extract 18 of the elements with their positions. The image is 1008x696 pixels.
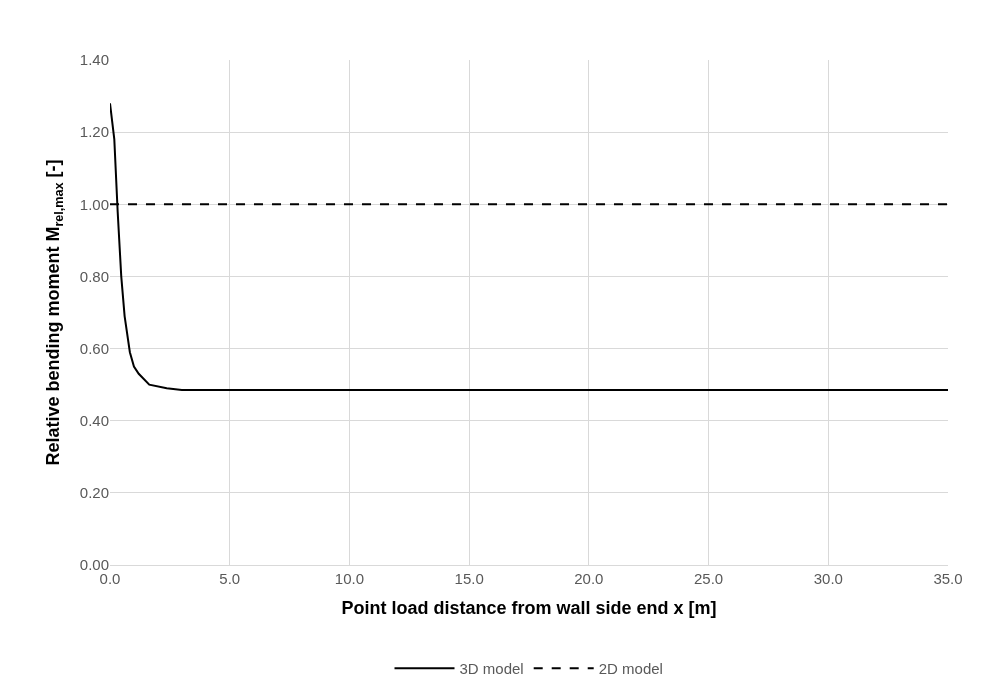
y-tick-label: 1.00 bbox=[79, 195, 109, 213]
x-axis-title: Point load distance from wall side end x [m] bbox=[341, 598, 717, 619]
x-tick-label: 30.0 bbox=[813, 570, 843, 587]
legend-label: 2D model bbox=[598, 660, 663, 678]
line-series bbox=[110, 102, 948, 392]
y-tick-label: 1.40 bbox=[79, 51, 109, 69]
x-tick-label: 5.0 bbox=[219, 570, 241, 587]
x-tick-label: 25.0 bbox=[693, 570, 724, 587]
x-tick-label: 20.0 bbox=[574, 570, 604, 587]
y-tick-label: 1.20 bbox=[79, 123, 109, 141]
x-tick-label: 10.0 bbox=[334, 570, 365, 587]
legend-label: 3D model bbox=[459, 660, 524, 678]
x-tick-label: 15.0 bbox=[454, 570, 484, 587]
x-tick-label: 35.0 bbox=[933, 570, 963, 587]
y-tick-label: 0.80 bbox=[79, 267, 109, 285]
y-tick-label: 0.40 bbox=[79, 411, 109, 429]
y-tick-label: 0.60 bbox=[79, 339, 109, 357]
y-tick-label: 0.20 bbox=[79, 484, 109, 502]
